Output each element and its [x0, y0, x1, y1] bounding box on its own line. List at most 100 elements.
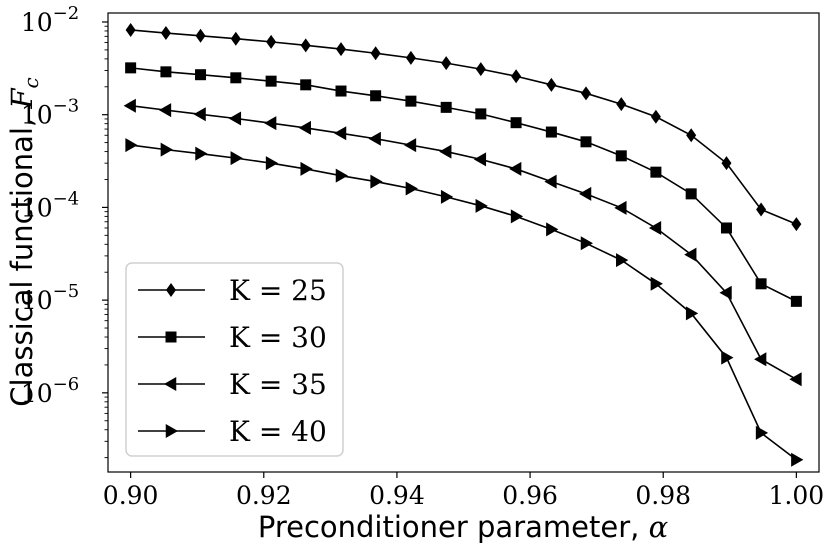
- y-tick-exponent: −2: [53, 3, 80, 24]
- data-point: [616, 97, 627, 112]
- y-tick-label: 10−5: [21, 281, 79, 315]
- data-point: [123, 98, 136, 113]
- legend-item: K = 35: [138, 368, 327, 401]
- y-axis: 10−6 10−5 10−4 10−3 10−2: [21, 3, 108, 459]
- data-point: [791, 452, 804, 467]
- data-point: [440, 101, 452, 113]
- data-point: [789, 372, 802, 387]
- data-point: [230, 31, 241, 46]
- data-point: [546, 222, 559, 237]
- x-tick-label: 0.94: [369, 481, 425, 510]
- data-point: [720, 222, 732, 234]
- data-point: [125, 138, 138, 153]
- legend-item: K = 30: [138, 321, 327, 354]
- data-point: [473, 152, 487, 167]
- legend-item: K = 40: [138, 415, 327, 448]
- legend-marker: [164, 377, 177, 391]
- legend: K = 25 K = 30 K = 35 K = 40: [125, 262, 344, 457]
- series-line: [130, 67, 797, 303]
- data-point: [475, 198, 488, 213]
- data-point: [685, 306, 699, 321]
- data-point: [615, 150, 627, 162]
- legend-item: K = 25: [138, 274, 327, 307]
- data-point: [756, 202, 767, 217]
- y-tick-exponent: −6: [53, 374, 80, 395]
- data-point: [546, 77, 557, 92]
- data-point: [686, 128, 697, 143]
- x-axis-label: Preconditioner parameter, α: [258, 510, 668, 544]
- data-point: [370, 90, 382, 102]
- data-point: [650, 109, 661, 124]
- data-point: [195, 69, 207, 81]
- series-0: [125, 22, 802, 232]
- x-axis: 0.90 0.92 0.94 0.96 0.98 1.00: [103, 472, 824, 510]
- data-point: [685, 188, 697, 200]
- data-point: [300, 38, 311, 53]
- data-point: [228, 111, 242, 126]
- y-tick-exponent: −4: [53, 188, 80, 209]
- data-point: [754, 352, 767, 367]
- data-point: [368, 131, 381, 146]
- series-line: [130, 104, 797, 380]
- data-point: [193, 107, 206, 122]
- series-line: [130, 29, 797, 225]
- data-point: [125, 22, 136, 37]
- y-tick-label: 10−4: [21, 188, 79, 222]
- data-point: [441, 56, 452, 71]
- data-point: [298, 120, 311, 135]
- x-tick-label: 0.98: [635, 481, 691, 510]
- data-point: [721, 156, 732, 171]
- y-tick-label: 10−3: [21, 96, 79, 130]
- data-point: [195, 146, 208, 161]
- legend-label: K = 35: [229, 368, 327, 401]
- data-point: [544, 174, 557, 189]
- data-point: [439, 144, 452, 159]
- data-point: [475, 108, 487, 120]
- data-point: [790, 295, 802, 307]
- legend-label: K = 40: [229, 415, 327, 448]
- data-point: [755, 278, 767, 290]
- data-point: [580, 236, 593, 251]
- legend-label: K = 30: [229, 321, 327, 354]
- data-point: [300, 161, 313, 176]
- data-point: [578, 186, 592, 201]
- data-point: [334, 126, 347, 141]
- data-point: [230, 151, 243, 166]
- data-point: [510, 209, 524, 224]
- data-point: [370, 46, 381, 61]
- data-point: [230, 72, 242, 84]
- series-1: [125, 62, 802, 307]
- data-point: [684, 247, 697, 262]
- data-point: [335, 85, 347, 97]
- data-point: [648, 220, 662, 235]
- y-tick-exponent: −3: [53, 96, 80, 117]
- data-point: [545, 126, 557, 138]
- x-tick-label: 1.00: [769, 481, 825, 510]
- data-point: [475, 62, 486, 77]
- legend-label: K = 25: [229, 274, 327, 307]
- data-point: [335, 168, 349, 183]
- data-point: [195, 28, 206, 43]
- data-point: [580, 86, 591, 101]
- x-tick-label: 0.92: [236, 481, 292, 510]
- data-point: [265, 156, 279, 171]
- data-point: [719, 285, 732, 300]
- data-point: [264, 116, 277, 131]
- data-point: [336, 42, 347, 57]
- data-point: [405, 181, 418, 196]
- data-point: [755, 425, 769, 440]
- data-point: [721, 350, 734, 365]
- legend-marker: [166, 283, 176, 297]
- data-point: [405, 50, 416, 65]
- data-point: [614, 200, 627, 215]
- data-point: [158, 103, 172, 118]
- data-point: [265, 75, 277, 87]
- data-point: [511, 69, 522, 84]
- data-point: [160, 142, 173, 157]
- data-point: [440, 189, 454, 204]
- series-layer: [123, 22, 804, 467]
- data-point: [509, 161, 522, 176]
- legend-marker: [165, 331, 177, 343]
- x-tick-label: 0.96: [502, 481, 558, 510]
